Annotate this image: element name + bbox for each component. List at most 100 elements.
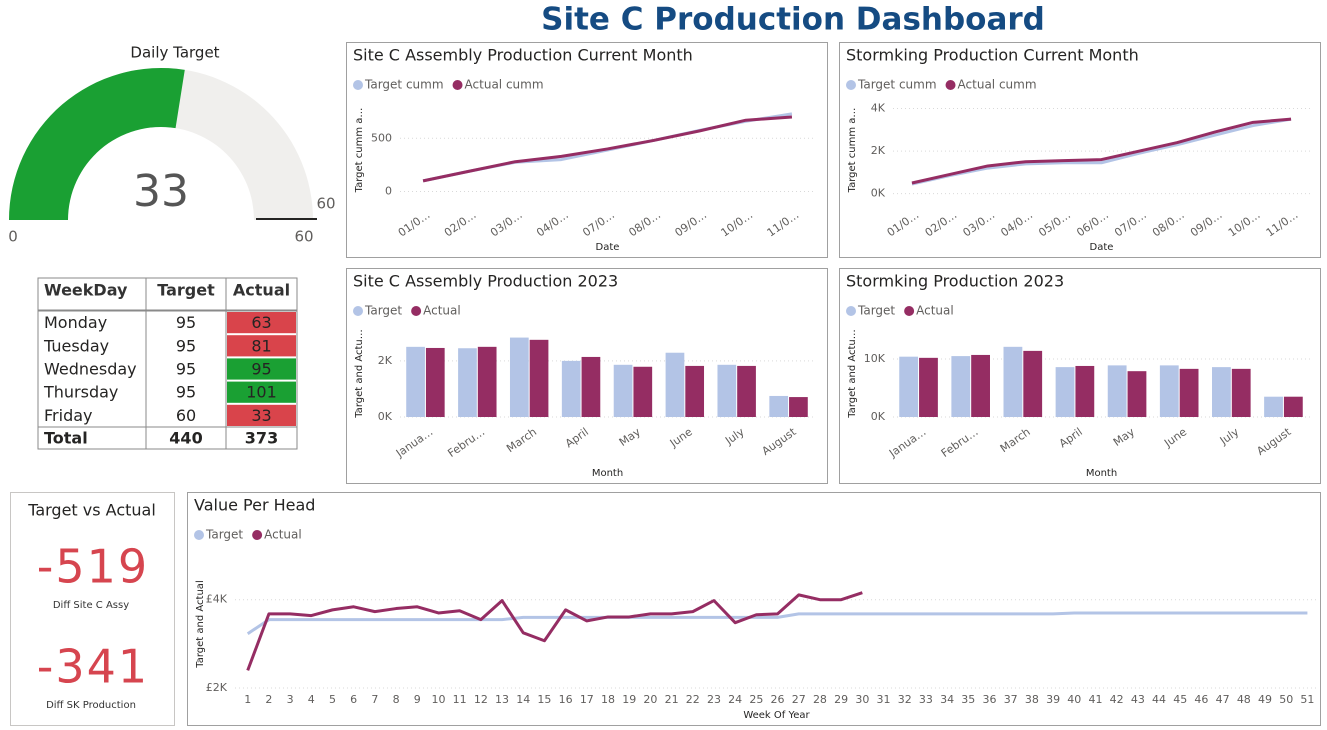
chart-panel — [346, 42, 828, 258]
actual-cell — [227, 312, 296, 334]
bar — [509, 337, 529, 417]
x-tick-label: 14 — [516, 693, 530, 706]
kpi-label: Diff Site C Assy — [53, 600, 129, 611]
x-tick-label: 40 — [1067, 693, 1081, 706]
table-header-cell: Target — [157, 281, 215, 300]
x-axis-title: Date — [1090, 242, 1114, 253]
table-total — [37, 426, 298, 450]
y-tick-label: 2K — [871, 144, 886, 157]
chart-title: Value Per Head — [194, 496, 315, 515]
bar — [1264, 396, 1283, 417]
bar — [1212, 367, 1231, 417]
gauge-target-label: 60 — [316, 195, 335, 213]
gauge-fill — [9, 67, 185, 220]
table-cell: 95 — [176, 383, 196, 402]
x-tick-label: 44 — [1152, 693, 1166, 706]
kpi-value: -341 — [37, 640, 149, 694]
x-tick-label: 42 — [1110, 693, 1124, 706]
legend-marker — [904, 306, 915, 316]
table-header — [37, 277, 298, 311]
x-tick-label: 34 — [940, 693, 954, 706]
table-total-cell: 373 — [245, 429, 278, 448]
legend-label: Actual — [916, 304, 954, 318]
x-tick-label: 50 — [1279, 693, 1293, 706]
bar — [1127, 371, 1147, 417]
x-tick-label: 11 — [453, 693, 467, 706]
table-cell: 63 — [251, 313, 271, 332]
x-tick-label: 8 — [393, 693, 400, 706]
actual-cell — [227, 381, 296, 403]
x-tick-label: 27 — [792, 693, 806, 706]
x-tick-label: 33 — [919, 693, 933, 706]
bar — [561, 360, 581, 417]
x-axis-title: Month — [592, 468, 623, 479]
actual-cell — [227, 404, 296, 426]
x-tick-label: 47 — [1216, 693, 1230, 706]
legend-marker — [846, 306, 856, 316]
legend-label: Target cumm — [364, 78, 444, 92]
kpi-title: Target vs Actual — [27, 501, 156, 520]
x-tick-label: 1 — [244, 693, 251, 706]
legend-label: Target — [364, 304, 402, 318]
bar — [1107, 365, 1127, 417]
table-cell: 95 — [176, 336, 196, 355]
bar — [613, 364, 633, 417]
x-tick-label: 48 — [1237, 693, 1251, 706]
chart-title: Site C Assembly Production Current Month — [353, 46, 693, 65]
gauge-min: 0 — [8, 228, 18, 246]
y-axis-title: Target cumm a… — [847, 108, 858, 194]
table-header-cell: WeekDay — [44, 281, 128, 300]
y-axis-title: Target and Actual — [195, 580, 206, 668]
x-tick-label: 37 — [1004, 693, 1018, 706]
x-tick-label: 45 — [1173, 693, 1187, 706]
x-tick-label: 30 — [855, 693, 869, 706]
x-tick-label: 6 — [350, 693, 357, 706]
x-tick-label: 25 — [749, 693, 763, 706]
bar — [1159, 365, 1179, 417]
y-tick-label: 0 — [385, 184, 392, 197]
series-line — [911, 117, 1292, 185]
bar — [425, 347, 445, 417]
legend-label: Target — [205, 528, 243, 542]
x-tick-label: 18 — [601, 693, 615, 706]
gauge-value: 33 — [133, 166, 189, 217]
legend-marker — [353, 306, 363, 316]
x-tick-label: 2 — [265, 693, 272, 706]
x-axis-title: Week Of Year — [743, 710, 810, 721]
x-tick-label: 43 — [1131, 693, 1145, 706]
legend-marker — [194, 530, 204, 540]
legend-label: Actual — [423, 304, 461, 318]
y-tick-label: 2K — [378, 354, 393, 367]
legend-label: Actual cumm — [958, 78, 1037, 92]
x-axis-title: Month — [1086, 468, 1117, 479]
series-line — [422, 115, 793, 183]
bar — [581, 356, 601, 417]
legend-marker — [353, 80, 363, 90]
x-tick-label: 19 — [622, 693, 636, 706]
x-tick-label: 29 — [834, 693, 848, 706]
table-cell: 81 — [251, 336, 271, 355]
x-tick-label: 17 — [580, 693, 594, 706]
table-cell: 95 — [251, 360, 271, 379]
bar — [899, 356, 919, 417]
dashboard-title: Site C Production Dashboard — [541, 2, 1045, 38]
y-tick-label: 500 — [371, 131, 392, 144]
x-tick-label: 21 — [665, 693, 679, 706]
chart-title: Stormking Production 2023 — [846, 272, 1064, 291]
legend-marker — [945, 80, 956, 90]
legend-label: Target — [857, 304, 895, 318]
x-tick-label: 31 — [877, 693, 891, 706]
y-tick-label: £2K — [206, 681, 228, 694]
bar — [685, 365, 705, 417]
x-tick-label: 28 — [813, 693, 827, 706]
table-cell: Monday — [44, 313, 107, 332]
x-tick-label: 3 — [287, 693, 294, 706]
bar — [737, 365, 756, 417]
gauge-max: 60 — [294, 228, 313, 246]
x-tick-label: 36 — [982, 693, 996, 706]
x-tick-label: 39 — [1046, 693, 1060, 706]
bar — [1003, 346, 1023, 417]
x-tick-label: 15 — [537, 693, 551, 706]
bar — [1179, 368, 1199, 417]
